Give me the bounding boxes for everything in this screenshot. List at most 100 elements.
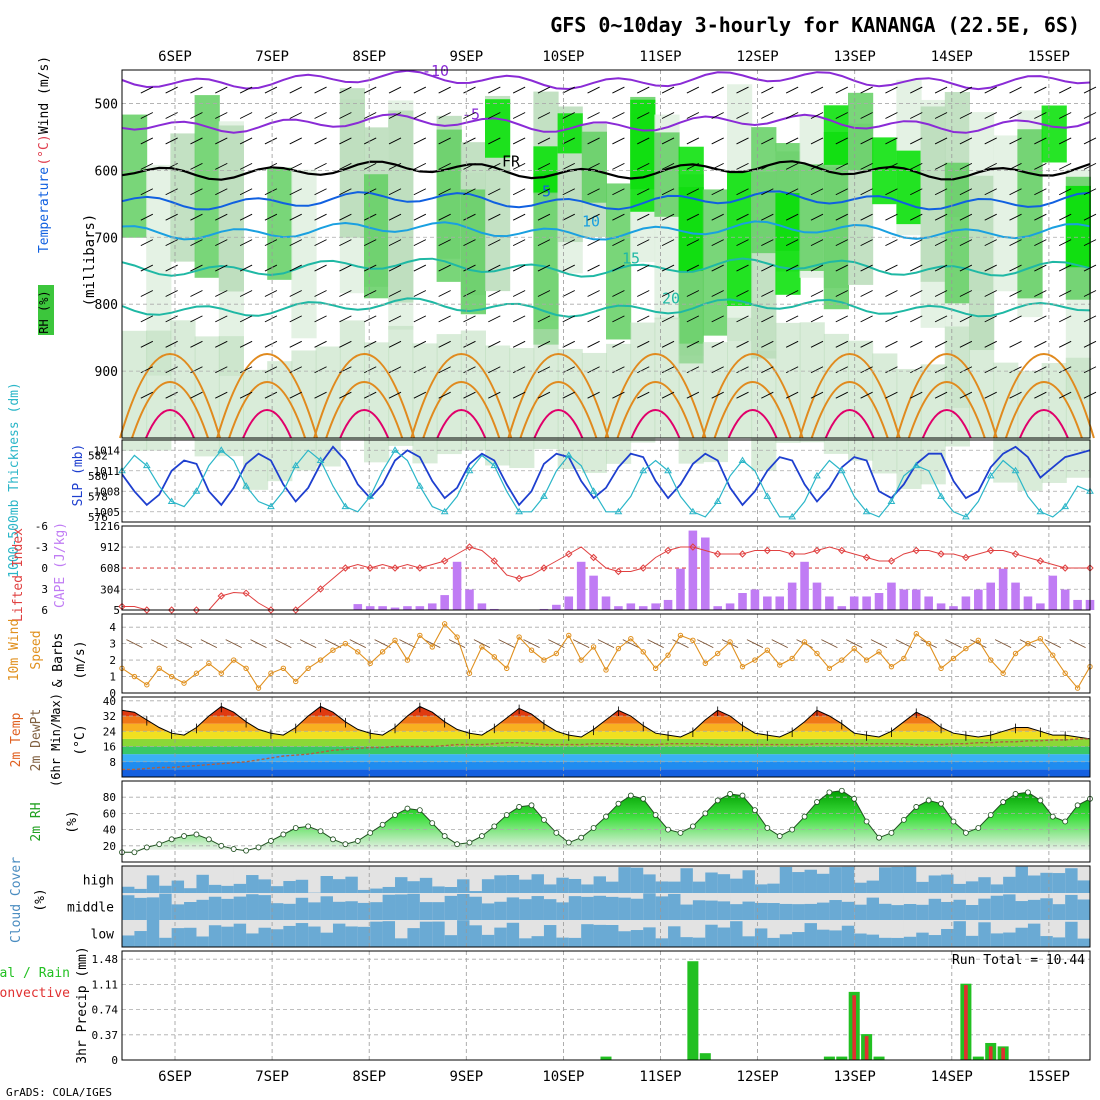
cloud-cell — [854, 933, 868, 947]
cape-bar — [589, 575, 598, 610]
wind10m-barb — [1044, 639, 1061, 649]
li-tick: -3 — [35, 541, 48, 554]
wind-barb — [1009, 188, 1022, 196]
rh-marker — [950, 818, 957, 825]
wind-barb — [910, 162, 923, 170]
cape-bar — [1036, 603, 1045, 610]
wind-barb — [239, 340, 253, 348]
cloud-cell — [804, 923, 818, 947]
wind-barb — [661, 366, 675, 374]
wind10m-barb — [622, 639, 640, 649]
thickness-marker — [564, 451, 573, 458]
wind-speed-marker — [1074, 685, 1081, 691]
wind-barb — [761, 391, 774, 399]
wind-barb — [661, 162, 675, 170]
wind-barb — [860, 162, 873, 170]
date-label-top: 6SEP — [158, 49, 192, 65]
wind-barb — [239, 264, 253, 272]
wind-barb — [860, 315, 873, 323]
rh-band — [848, 92, 874, 171]
date-label-bottom: 15SEP — [1028, 1069, 1070, 1085]
cloud-cell — [903, 903, 917, 920]
li-marker — [316, 585, 325, 593]
wind-speed-marker — [330, 647, 336, 653]
cape-bar — [1011, 582, 1020, 610]
cloud-cell — [146, 897, 160, 920]
rh-marker — [454, 841, 460, 848]
cloud-cell — [643, 874, 657, 893]
warm-contour — [119, 353, 221, 439]
warm-contour — [313, 353, 416, 439]
cloud-cell — [668, 926, 681, 947]
cloud-cell — [171, 904, 185, 920]
cloud-cell — [692, 900, 706, 920]
wind-speed-marker — [1012, 650, 1019, 657]
wind-barb — [612, 340, 625, 348]
cloud-cell — [668, 881, 681, 893]
wind-speed-marker — [714, 650, 721, 657]
rh-marker — [1012, 791, 1019, 797]
cloud-cell — [630, 898, 644, 920]
cloud-cell — [593, 895, 607, 920]
wind-barb — [264, 86, 278, 94]
date-label-top: 14SEP — [931, 49, 973, 65]
cloud-cell — [754, 902, 768, 920]
wind10m-barb — [597, 639, 615, 649]
rh-marker — [962, 829, 969, 836]
wind-speed-marker — [454, 634, 460, 640]
cloud-cell — [134, 888, 148, 893]
wind-barb — [140, 391, 154, 399]
thickness-tick: 576 — [88, 511, 108, 524]
li-marker — [912, 546, 920, 555]
li-marker — [1061, 564, 1069, 572]
cape-bar — [974, 589, 983, 610]
wind-speed-marker — [355, 649, 361, 655]
cloud-cell — [457, 879, 470, 893]
cape-bar — [750, 589, 760, 610]
wind-barb — [1009, 366, 1022, 374]
wind-barb — [736, 366, 749, 374]
wind-barb — [264, 239, 278, 247]
legend-convective: Convective — [0, 986, 70, 1001]
wind-barb — [215, 391, 228, 399]
cloud-cell — [171, 880, 185, 893]
cloud-cell — [370, 902, 384, 920]
cloud-cell — [457, 893, 470, 920]
cloud-cell — [184, 927, 197, 947]
wind-barb — [1009, 86, 1022, 94]
wind-barb — [587, 137, 600, 145]
cloud-cell — [320, 932, 334, 947]
cloud-cell — [258, 895, 272, 920]
wind-speed-marker — [640, 649, 646, 655]
cloud-cell — [407, 928, 421, 947]
cloud-cell — [1040, 936, 1054, 947]
wind10m-barb — [572, 639, 590, 649]
rh-marker — [367, 829, 374, 836]
cape-bar — [800, 561, 809, 610]
cloud-cell — [730, 904, 744, 920]
wind-axis-label: Wind (m/s) — [37, 56, 52, 134]
wind10m-barb — [1069, 639, 1086, 649]
wind-barb — [810, 86, 824, 94]
cloud-cell — [270, 903, 284, 920]
cloud-cell — [444, 935, 458, 947]
wind-barb — [190, 162, 203, 170]
precip-tick: 0 — [111, 1054, 118, 1067]
wind-speed-marker — [925, 640, 932, 647]
warm-contour — [895, 353, 998, 439]
date-label-bottom: 12SEP — [737, 1069, 779, 1085]
rh-tick: 20 — [103, 840, 116, 853]
wind-barb — [463, 340, 476, 348]
cloud-cell — [295, 923, 309, 947]
cloud-cell — [270, 886, 284, 893]
cloud-cell — [630, 930, 644, 947]
wind10m-barb — [721, 639, 739, 649]
wind-barb — [934, 162, 948, 170]
wind-barb — [736, 137, 749, 145]
wind-speed-marker — [628, 635, 634, 642]
wind-barb — [140, 188, 154, 196]
wind-barb — [562, 112, 575, 119]
cloud-cell — [767, 903, 781, 920]
thickness-marker — [540, 492, 548, 499]
wind-barb — [711, 188, 724, 196]
